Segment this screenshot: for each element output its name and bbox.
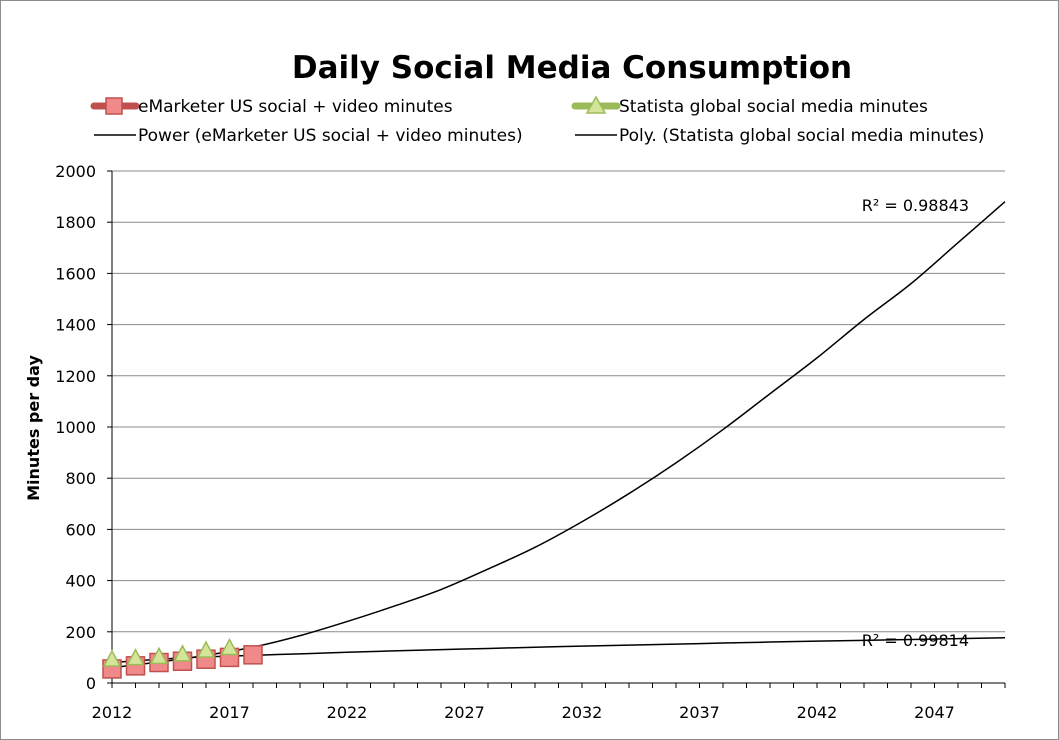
r2-label-power: R² = 0.98843 <box>862 196 969 215</box>
r2-labels: R² = 0.98843 R² = 0.99814 <box>862 196 969 650</box>
x-tick-label-2032: 2032 <box>562 703 603 722</box>
statista-point-2015 <box>173 644 192 662</box>
y-tick-label-1200: 1200 <box>55 367 96 386</box>
legend-label-emarketer: eMarketer US social + video minutes <box>138 97 453 117</box>
trendline-0 <box>111 201 1006 669</box>
y-tick-label-600: 600 <box>65 520 96 539</box>
y-tick-label-1800: 1800 <box>55 213 96 232</box>
legend-item-statista: Statista global social media minutes <box>571 95 928 117</box>
legend-label-poly-trend: Poly. (Statista global social media minu… <box>619 126 984 146</box>
y-tick-label-0: 0 <box>86 674 96 693</box>
y-tick-label-1000: 1000 <box>55 418 96 437</box>
axes <box>107 170 1006 688</box>
legend-label-power-trend: Power (eMarketer US social + video minut… <box>138 126 523 146</box>
legend-marker-emarketer <box>105 97 123 115</box>
x-tick-label-2027: 2027 <box>444 703 485 722</box>
trendlines <box>111 201 1006 669</box>
statista-point-2012 <box>102 649 122 667</box>
emarketer-point-2018 <box>243 645 263 665</box>
legend-item-power-trend: Power (eMarketer US social + video minut… <box>94 126 523 146</box>
x-tick-label-2012: 2012 <box>92 703 133 722</box>
statista-point-2016 <box>196 640 216 658</box>
gridlines <box>112 170 1005 633</box>
y-tick-labels: 0 200 400 600 800 1000 1200 1400 1600 1800 2000 <box>55 162 96 693</box>
y-tick-label-400: 400 <box>65 572 96 591</box>
legend: eMarketer US social + video minutes Stat… <box>90 95 984 146</box>
x-tick-label-2022: 2022 <box>327 703 368 722</box>
statista-point-2013 <box>126 648 145 666</box>
x-tick-label-2017: 2017 <box>209 703 250 722</box>
x-tick-labels: 2012 2017 2022 2027 2032 2037 2042 2047 <box>92 703 955 722</box>
legend-marker-statista <box>585 95 607 114</box>
y-tick-label-1600: 1600 <box>55 264 96 283</box>
data-markers <box>102 637 263 679</box>
y-tick-label-800: 800 <box>65 469 96 488</box>
y-axis-title: Minutes per day <box>24 355 43 501</box>
x-tick-label-2037: 2037 <box>679 703 720 722</box>
plot-area: 0 200 400 600 800 1000 1200 1400 1600 1800 2000 20… <box>55 162 1006 722</box>
statista-point-2017 <box>220 637 239 656</box>
chart-title: Daily Social Media Consumption <box>292 50 852 86</box>
y-tick-label-2000: 2000 <box>55 162 96 181</box>
legend-item-emarketer: eMarketer US social + video minutes <box>90 97 453 117</box>
statista-point-2014 <box>149 646 169 665</box>
x-tick-label-2047: 2047 <box>914 703 955 722</box>
legend-item-poly-trend: Poly. (Statista global social media minu… <box>575 126 984 146</box>
y-tick-label-200: 200 <box>65 623 96 642</box>
legend-label-statista: Statista global social media minutes <box>619 97 928 117</box>
r2-label-poly: R² = 0.99814 <box>862 631 969 650</box>
x-tick-label-2042: 2042 <box>797 703 838 722</box>
y-tick-label-1400: 1400 <box>55 316 96 335</box>
